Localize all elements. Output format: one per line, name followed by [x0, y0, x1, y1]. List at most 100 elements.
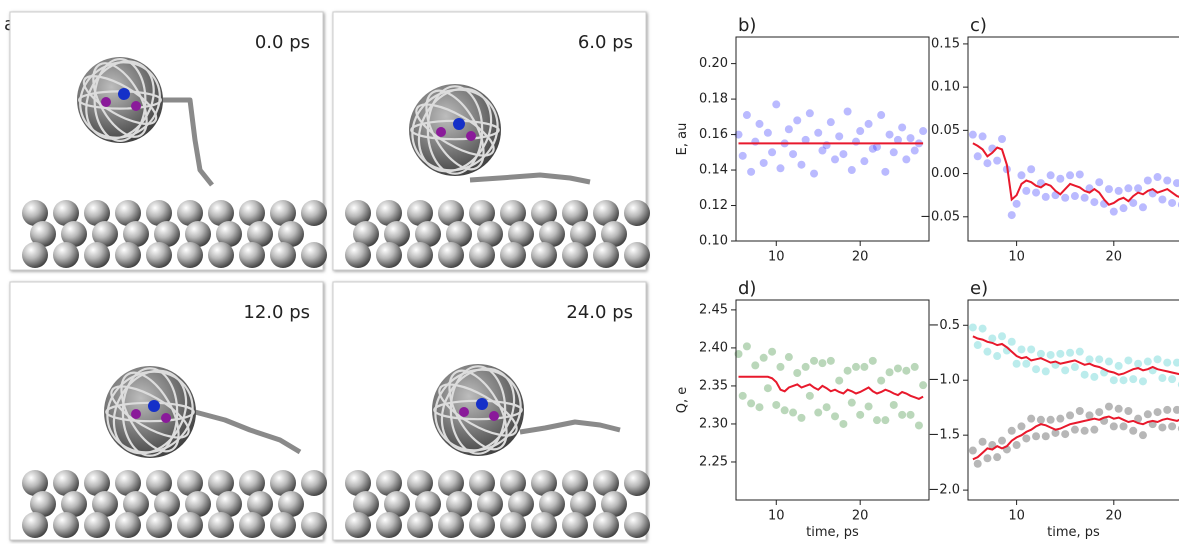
- data-point: [1027, 414, 1036, 423]
- snapshot: 24.0 ps: [332, 281, 650, 541]
- surface-atom: [208, 512, 234, 538]
- surface-atom: [53, 470, 79, 496]
- surface-atom: [570, 221, 596, 247]
- data-point: [898, 123, 907, 132]
- data-point: [784, 125, 793, 134]
- data-point: [1095, 178, 1104, 187]
- data-point: [968, 446, 977, 455]
- surface-atom: [407, 512, 433, 538]
- fullerene-ring: [415, 103, 495, 157]
- data-point: [839, 150, 848, 159]
- data-point: [1022, 434, 1031, 443]
- data-point: [1129, 198, 1138, 207]
- data-point: [1119, 376, 1128, 385]
- time-label: 0.0 ps: [255, 32, 310, 53]
- data-point: [1138, 203, 1147, 212]
- data-point: [868, 356, 877, 365]
- data-point: [1168, 198, 1177, 207]
- data-point: [1046, 415, 1055, 424]
- data-point: [793, 116, 802, 125]
- surface-atom: [500, 512, 526, 538]
- running-mean: [972, 142, 1179, 206]
- surface-atom: [469, 512, 495, 538]
- data-point: [751, 361, 760, 370]
- snapshot: 6.0 ps: [332, 11, 650, 271]
- running-mean: [972, 415, 1179, 461]
- data-point: [1061, 193, 1070, 202]
- surface-atom: [22, 242, 48, 268]
- fullerene-ring: [120, 371, 180, 453]
- data-point: [734, 130, 743, 139]
- plot: 10 20 −0.05 0.00 0.05 0.10 0.15 c): [920, 15, 1179, 265]
- data-point: [768, 148, 777, 157]
- data-point: [868, 144, 877, 153]
- surface-atom: [247, 221, 273, 247]
- data-point: [1017, 171, 1026, 180]
- data-point: [1153, 355, 1162, 364]
- data-point: [998, 135, 1007, 143]
- data-point: [1134, 184, 1143, 193]
- fullerene-ring: [93, 58, 147, 142]
- data-point: [1090, 372, 1099, 381]
- surface-atom: [624, 200, 650, 226]
- data-point: [1032, 432, 1041, 441]
- data-point: [1041, 432, 1050, 441]
- surface-atom: [239, 200, 265, 226]
- data-point: [793, 369, 802, 378]
- surface-atom: [593, 200, 619, 226]
- data-point: [973, 459, 982, 468]
- surface-atom: [345, 512, 371, 538]
- data-point: [1007, 337, 1016, 346]
- surface-atom: [407, 200, 433, 226]
- surface-atom: [61, 491, 87, 517]
- data-point: [835, 376, 844, 385]
- plot-frame: [735, 36, 930, 242]
- y-tick-label: 2.40: [699, 340, 728, 355]
- data-point: [919, 381, 928, 390]
- molecule-chain: [194, 409, 302, 455]
- data-point: [1032, 188, 1041, 197]
- surface-atom: [345, 200, 371, 226]
- x-tick-label: 10: [1008, 509, 1025, 524]
- data-point: [1056, 174, 1065, 183]
- orbital: [436, 127, 446, 137]
- surface-atom: [384, 221, 410, 247]
- y-tick-label: 0.20: [699, 56, 728, 71]
- data-point: [1158, 423, 1167, 432]
- x-tick-label: 20: [1106, 509, 1123, 524]
- surface-atom: [22, 512, 48, 538]
- data-point: [755, 119, 764, 128]
- data-point: [898, 410, 907, 419]
- surface-atom: [345, 242, 371, 268]
- surface-atom: [53, 512, 79, 538]
- data-point: [902, 366, 911, 375]
- data-point: [1119, 422, 1128, 431]
- data-point: [843, 107, 852, 116]
- data-point: [1070, 425, 1079, 434]
- data-point: [847, 398, 856, 407]
- data-point: [1172, 358, 1179, 367]
- surface-atom: [84, 200, 110, 226]
- data-point: [881, 167, 890, 176]
- plot-background: [736, 300, 929, 500]
- data-point: [1163, 358, 1172, 367]
- data-point: [751, 137, 760, 146]
- data-point: [893, 364, 902, 373]
- surface-atom: [477, 221, 503, 247]
- data-point: [1143, 176, 1152, 185]
- x-tick-label: 10: [768, 509, 785, 524]
- surface-atom: [500, 470, 526, 496]
- data-point: [1158, 374, 1167, 383]
- fullerene-ring: [106, 370, 194, 454]
- data-point: [973, 152, 982, 161]
- data-point: [784, 353, 793, 362]
- data-point: [910, 146, 919, 155]
- fullerene-ring: [434, 368, 522, 452]
- fullerene-ring: [448, 369, 508, 451]
- data-point: [747, 399, 756, 408]
- data-point: [993, 352, 1002, 361]
- surface-atom: [177, 242, 203, 268]
- y-tick-label: −0.05: [920, 209, 960, 224]
- fullerene-ring: [85, 60, 155, 140]
- data-point: [822, 403, 831, 412]
